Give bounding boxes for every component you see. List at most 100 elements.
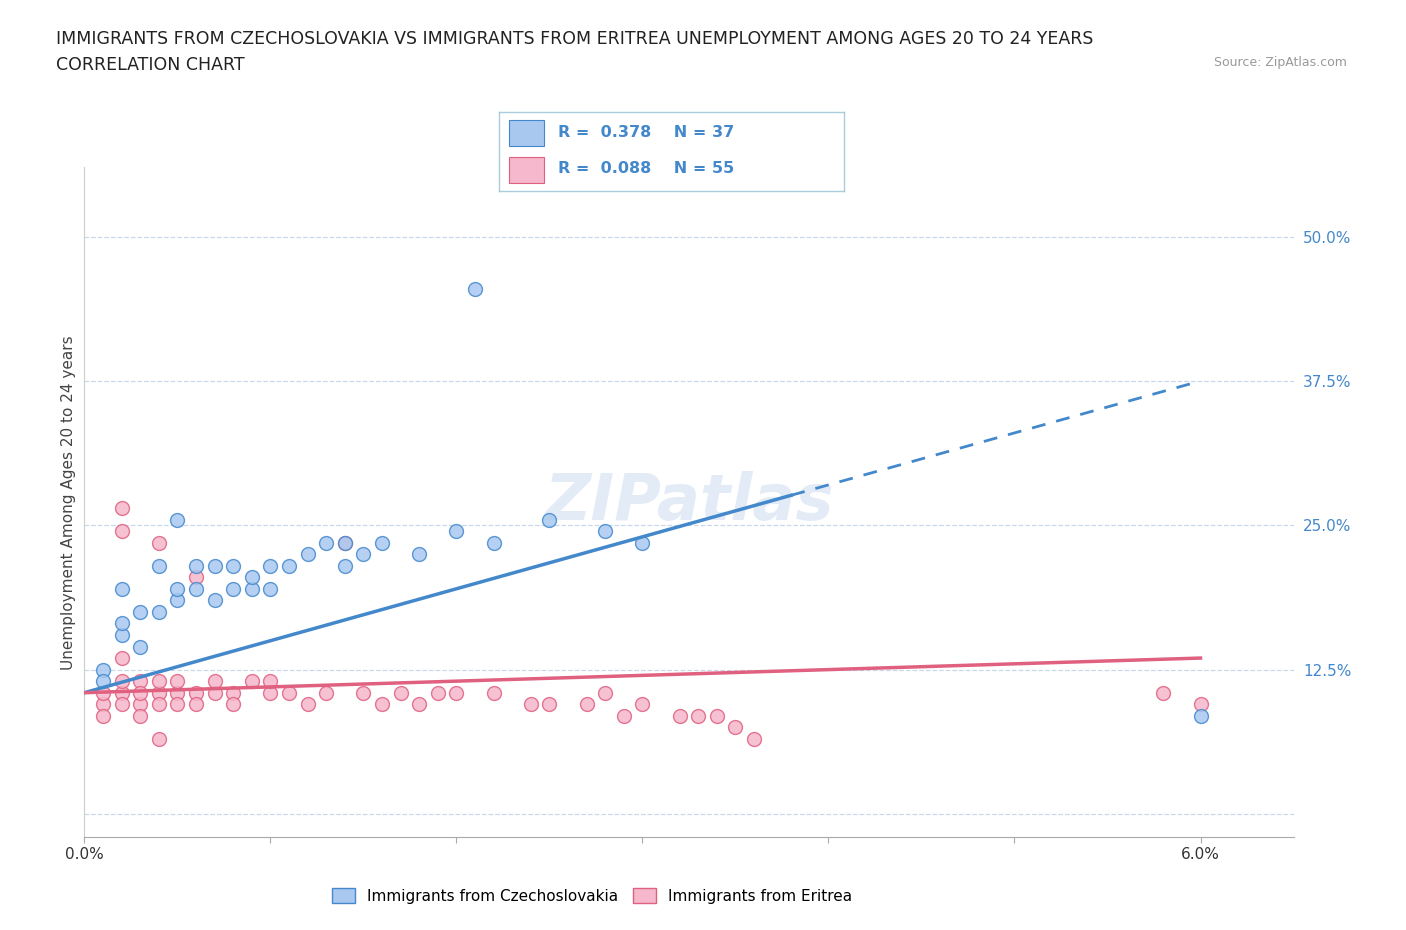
Point	[166, 697, 188, 711]
Point	[389, 685, 412, 700]
Point	[166, 512, 188, 527]
Point	[631, 535, 654, 550]
Point	[297, 697, 319, 711]
Point	[148, 535, 170, 550]
Point	[333, 535, 356, 550]
Point	[538, 697, 561, 711]
Bar	[509, 156, 544, 182]
Point	[129, 697, 152, 711]
Point	[148, 685, 170, 700]
Point	[204, 673, 226, 688]
Point	[91, 662, 114, 677]
Point	[129, 604, 152, 619]
Point	[110, 581, 132, 596]
Point	[166, 685, 188, 700]
Point	[222, 685, 245, 700]
Point	[593, 685, 616, 700]
Point	[259, 581, 281, 596]
Point	[148, 697, 170, 711]
Point	[742, 731, 765, 746]
Point	[129, 639, 152, 654]
Point	[240, 581, 263, 596]
Point	[110, 524, 132, 538]
Point	[613, 709, 636, 724]
Point	[1189, 709, 1212, 724]
Point	[129, 709, 152, 724]
Bar	[509, 120, 544, 146]
Point	[148, 558, 170, 573]
Legend: Immigrants from Czechoslovakia, Immigrants from Eritrea: Immigrants from Czechoslovakia, Immigran…	[326, 882, 859, 910]
Point	[408, 697, 430, 711]
Point	[148, 673, 170, 688]
Point	[240, 570, 263, 585]
Y-axis label: Unemployment Among Ages 20 to 24 years: Unemployment Among Ages 20 to 24 years	[60, 335, 76, 670]
Point	[278, 685, 301, 700]
Point	[482, 535, 505, 550]
Point	[315, 535, 337, 550]
Point	[184, 581, 207, 596]
Point	[110, 628, 132, 643]
Point	[352, 685, 374, 700]
Point	[1189, 697, 1212, 711]
Point	[464, 281, 486, 296]
Point	[184, 558, 207, 573]
Point	[184, 570, 207, 585]
Point	[315, 685, 337, 700]
Point	[688, 709, 710, 724]
Point	[371, 535, 394, 550]
Point	[222, 581, 245, 596]
Point	[482, 685, 505, 700]
Point	[110, 673, 132, 688]
Point	[148, 604, 170, 619]
Point	[91, 697, 114, 711]
Point	[259, 685, 281, 700]
Point	[278, 558, 301, 573]
Point	[240, 673, 263, 688]
Point	[706, 709, 728, 724]
Text: Source: ZipAtlas.com: Source: ZipAtlas.com	[1213, 56, 1347, 69]
Point	[593, 524, 616, 538]
Point	[110, 500, 132, 515]
Point	[110, 685, 132, 700]
Point	[148, 731, 170, 746]
Point	[259, 673, 281, 688]
Text: R =  0.088    N = 55: R = 0.088 N = 55	[558, 162, 734, 177]
Point	[631, 697, 654, 711]
Point	[184, 697, 207, 711]
Point	[222, 697, 245, 711]
Point	[1152, 685, 1174, 700]
Point	[668, 709, 690, 724]
Point	[446, 685, 468, 700]
Point	[110, 616, 132, 631]
Point	[408, 547, 430, 562]
Point	[446, 524, 468, 538]
Text: IMMIGRANTS FROM CZECHOSLOVAKIA VS IMMIGRANTS FROM ERITREA UNEMPLOYMENT AMONG AGE: IMMIGRANTS FROM CZECHOSLOVAKIA VS IMMIGR…	[56, 30, 1094, 47]
Point	[166, 673, 188, 688]
Point	[426, 685, 449, 700]
Point	[297, 547, 319, 562]
Point	[166, 581, 188, 596]
Text: CORRELATION CHART: CORRELATION CHART	[56, 56, 245, 73]
Point	[724, 720, 747, 735]
Point	[259, 558, 281, 573]
Text: R =  0.378    N = 37: R = 0.378 N = 37	[558, 125, 734, 140]
Point	[222, 558, 245, 573]
Point	[91, 685, 114, 700]
Point	[91, 673, 114, 688]
Point	[204, 558, 226, 573]
Point	[204, 685, 226, 700]
Point	[538, 512, 561, 527]
Point	[520, 697, 543, 711]
Point	[333, 558, 356, 573]
Point	[91, 709, 114, 724]
Point	[371, 697, 394, 711]
Point	[166, 593, 188, 608]
Point	[129, 685, 152, 700]
Point	[333, 535, 356, 550]
Point	[129, 673, 152, 688]
Point	[184, 685, 207, 700]
Text: ZIPatlas: ZIPatlas	[544, 472, 834, 533]
Point	[575, 697, 598, 711]
Point	[110, 697, 132, 711]
Point	[204, 593, 226, 608]
